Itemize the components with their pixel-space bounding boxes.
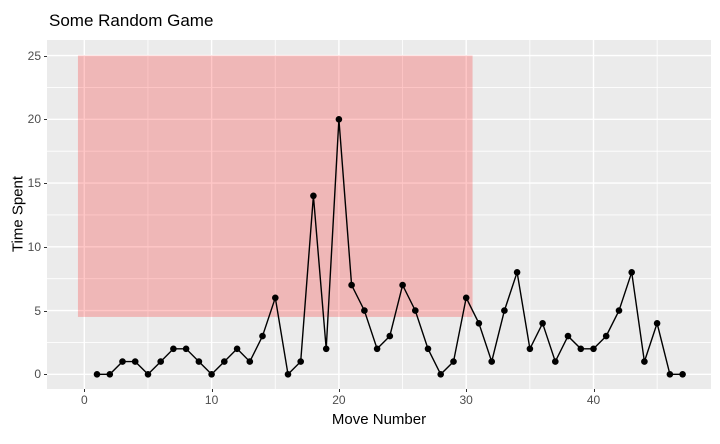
data-point: [272, 294, 279, 302]
data-point: [501, 307, 508, 314]
data-point: [144, 371, 152, 378]
data-point: [475, 320, 483, 327]
y-tick-mark: [44, 374, 47, 376]
data-point: [590, 345, 597, 353]
data-point: [322, 345, 330, 353]
data-point: [157, 358, 164, 365]
data-point: [666, 371, 674, 378]
data-point: [424, 345, 432, 353]
data-point: [539, 320, 546, 327]
data-point: [679, 371, 686, 378]
x-tick-label: 20: [332, 393, 346, 407]
x-tick-mark: [211, 389, 213, 392]
data-point: [119, 358, 126, 365]
data-point: [208, 371, 215, 378]
data-point: [170, 345, 177, 353]
y-tick-mark: [44, 55, 47, 57]
y-tick-mark: [44, 119, 47, 121]
data-point: [182, 345, 190, 353]
data-point: [310, 192, 317, 200]
x-tick-label: 40: [586, 393, 601, 407]
x-tick-mark: [466, 389, 468, 392]
chart-title: Some Random Game: [49, 11, 214, 30]
data-point: [513, 269, 521, 276]
y-tick-label: 10: [27, 239, 41, 254]
x-tick-label: 0: [80, 393, 88, 407]
data-point: [297, 358, 304, 365]
plot-panel: [47, 40, 711, 389]
plot-canvas: [47, 40, 711, 389]
y-tick-mark: [44, 246, 47, 248]
data-point: [259, 332, 266, 340]
x-tick-mark: [338, 389, 340, 392]
x-axis-title: Move Number: [331, 411, 427, 428]
data-point: [628, 269, 635, 276]
y-tick-mark: [44, 310, 47, 312]
data-point: [246, 358, 254, 365]
x-tick-label: 30: [459, 393, 473, 407]
data-point: [577, 345, 585, 353]
data-point: [653, 320, 661, 327]
data-point: [386, 332, 394, 340]
data-point: [437, 371, 445, 378]
data-point: [361, 307, 368, 314]
annotation-rect: [77, 55, 473, 317]
x-tick-mark: [593, 389, 595, 392]
x-tick-label: 10: [204, 393, 219, 407]
y-tick-label: 5: [34, 303, 41, 318]
data-point: [348, 281, 355, 289]
y-tick-label: 25: [27, 48, 41, 63]
y-tick-mark: [44, 183, 47, 185]
data-point: [602, 332, 610, 340]
y-tick-label: 0: [34, 367, 41, 382]
x-tick-mark: [84, 389, 86, 392]
data-point: [335, 116, 343, 123]
y-axis-title: Time Spent: [9, 175, 27, 253]
data-point: [552, 358, 559, 365]
y-tick-label: 20: [27, 112, 41, 127]
data-point: [450, 358, 457, 365]
data-point: [221, 358, 228, 365]
data-point: [488, 358, 496, 365]
data-point: [93, 371, 101, 378]
data-point: [399, 281, 406, 289]
data-point: [641, 358, 648, 365]
data-point: [131, 358, 139, 365]
data-point: [462, 294, 470, 302]
data-point: [195, 358, 203, 365]
data-point: [106, 371, 114, 378]
data-point: [564, 332, 572, 340]
y-tick-label: 15: [27, 176, 41, 191]
data-point: [526, 345, 534, 353]
data-point: [373, 345, 381, 353]
data-point: [284, 371, 292, 378]
data-point: [615, 307, 623, 314]
data-point: [233, 345, 241, 353]
data-point: [412, 307, 419, 314]
